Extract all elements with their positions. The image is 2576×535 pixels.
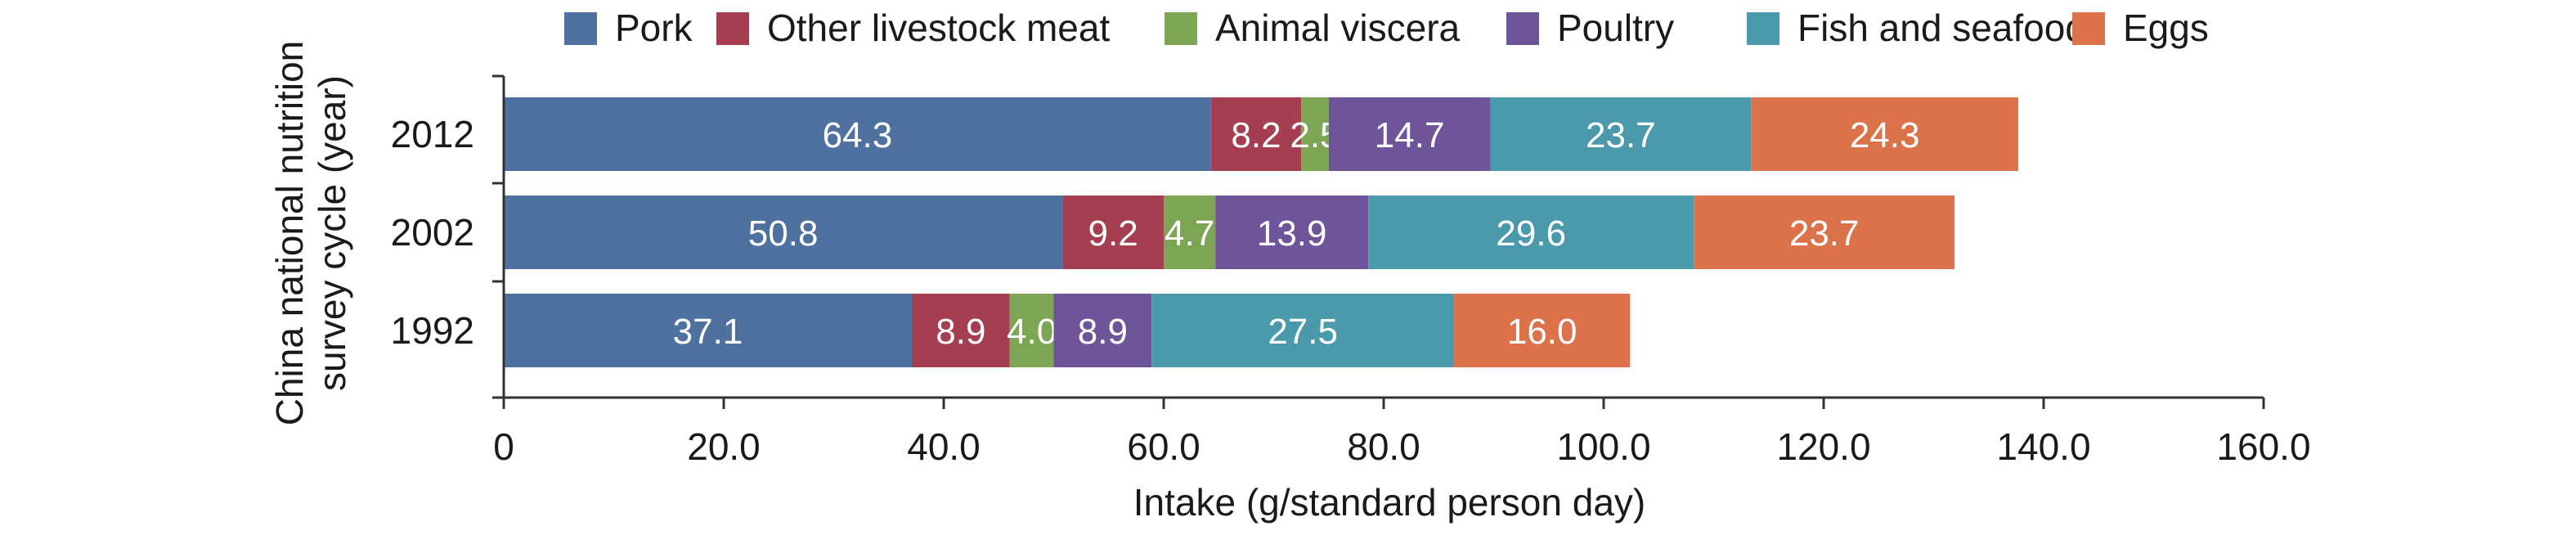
- x-tick-label: 160.0: [2216, 425, 2310, 468]
- legend-swatch-eggs: [2072, 12, 2105, 45]
- data-label-2012-fish-and-seafood: 23.7: [1586, 115, 1656, 155]
- data-label-2002-eggs: 23.7: [1789, 214, 1860, 254]
- bar-2012-pork: [504, 97, 1211, 171]
- legend-swatch-other-livestock-meat: [716, 12, 749, 45]
- legend-label-other-livestock-meat: Other livestock meat: [767, 7, 1110, 49]
- legend-label-animal-viscera: Animal viscera: [1215, 7, 1461, 49]
- y-axis-title-line: China national nutrition: [268, 41, 311, 426]
- x-axis-title: Intake (g/standard person day): [1133, 481, 1645, 524]
- x-tick-label: 20.0: [687, 425, 761, 468]
- bar-2012-other-livestock-meat: [1210, 97, 1302, 171]
- legend-swatch-pork: [564, 12, 597, 45]
- bar-2002-fish-and-seafood: [1368, 196, 1694, 269]
- bar-2002-pork: [504, 196, 1063, 269]
- data-label-2012-poultry: 14.7: [1375, 115, 1445, 155]
- legend-swatch-animal-viscera: [1165, 12, 1197, 45]
- data-label-1992-pork: 37.1: [673, 312, 743, 352]
- bar-2012-poultry: [1328, 97, 1491, 171]
- data-label-2002-poultry: 13.9: [1257, 214, 1327, 254]
- bar-2002-other-livestock-meat: [1062, 196, 1164, 269]
- data-label-1992-eggs: 16.0: [1507, 312, 1577, 352]
- x-tick-label: 120.0: [1776, 425, 1870, 468]
- bar-2002-animal-viscera: [1164, 196, 1216, 269]
- y-tick-label-2012: 2012: [391, 113, 474, 155]
- data-label-2002-animal-viscera: 4.7: [1165, 214, 1214, 254]
- legend-label-pork: Pork: [615, 7, 693, 49]
- data-label-2002-fish-and-seafood: 29.6: [1496, 214, 1566, 254]
- bar-1992-other-livestock-meat: [911, 294, 1010, 367]
- x-tick-label: 0: [493, 425, 514, 468]
- data-label-1992-animal-viscera: 4.0: [1007, 312, 1057, 352]
- bar-1992-fish-and-seafood: [1151, 294, 1455, 367]
- legend-swatch-poultry: [1506, 12, 1539, 45]
- x-tick-label: 40.0: [907, 425, 981, 468]
- bar-2012-eggs: [1751, 97, 2019, 171]
- legend-label-poultry: Poultry: [1557, 7, 1674, 49]
- y-tick-label-1992: 1992: [391, 309, 474, 352]
- data-label-2012-pork: 64.3: [823, 115, 893, 155]
- data-label-1992-other-livestock-meat: 8.9: [936, 312, 985, 352]
- x-tick-label: 140.0: [1996, 425, 2090, 468]
- x-tick-label: 80.0: [1347, 425, 1420, 468]
- bars-area: 64.3 8.2 2.5 14.7 23.7 24.350.8 9.2 4.7 13.9 29.6…: [504, 97, 2019, 367]
- legend-label-eggs: Eggs: [2123, 7, 2209, 49]
- y-axis-title-line: survey cycle (year): [311, 75, 353, 391]
- data-label-2012-other-livestock-meat: 8.2: [1231, 115, 1281, 155]
- bar-1992-pork: [504, 294, 912, 367]
- bar-2002-eggs: [1694, 196, 1955, 269]
- y-axis-title: China national nutritionsurvey cycle (ye…: [268, 41, 353, 426]
- bar-1992-poultry: [1053, 294, 1152, 367]
- bar-1992-animal-viscera: [1009, 294, 1054, 367]
- bar-2012-animal-viscera: [1301, 97, 1329, 171]
- x-tick-label: 60.0: [1127, 425, 1200, 468]
- bar-1992-eggs: [1454, 294, 1631, 367]
- x-tick-label: 100.0: [1556, 425, 1650, 468]
- data-label-1992-poultry: 8.9: [1078, 312, 1128, 352]
- data-label-1992-fish-and-seafood: 27.5: [1268, 312, 1338, 352]
- legend: Pork Other livestock meat Animal viscera Po…: [564, 7, 2209, 49]
- legend-label-fish-and-seafood: Fish and seafood: [1797, 7, 2086, 49]
- y-tick-label-2002: 2002: [391, 211, 474, 254]
- legend-swatch-fish-and-seafood: [1747, 12, 1779, 45]
- data-label-2002-pork: 50.8: [748, 214, 819, 254]
- bar-2012-fish-and-seafood: [1490, 97, 1752, 171]
- axes: 2012 2002 1992 0 20.0 40.0 60.0 80.0 100.0 120.0 1…: [268, 41, 2311, 524]
- data-label-2002-other-livestock-meat: 9.2: [1088, 214, 1138, 254]
- bar-2002-poultry: [1215, 196, 1369, 269]
- data-label-2012-eggs: 24.3: [1850, 115, 1920, 155]
